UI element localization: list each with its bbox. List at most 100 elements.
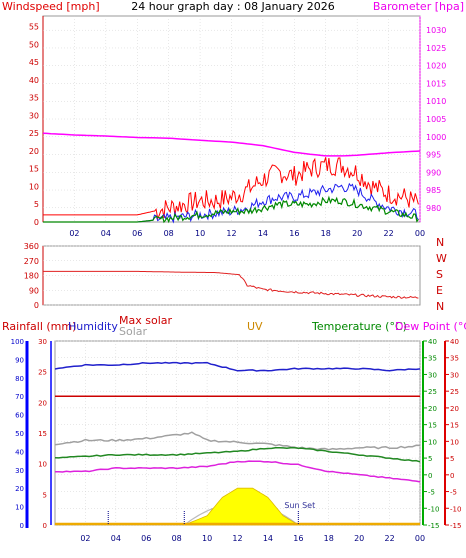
top-x-tick-label: 02 bbox=[69, 229, 79, 238]
wind-tick-label: 25 bbox=[29, 129, 39, 138]
baro-tick-label: 980 bbox=[426, 204, 441, 213]
humidity-tick-label: 100 bbox=[11, 338, 24, 346]
temperature-tick-label: 5 bbox=[428, 455, 432, 463]
dewpoint-tick-label: 0 bbox=[450, 472, 454, 480]
wind-tick-label: 10 bbox=[29, 182, 39, 191]
baro-tick-label: 1005 bbox=[426, 115, 446, 124]
bottom-x-tick-label: 08 bbox=[172, 534, 182, 543]
dewpoint-tick-label: 25 bbox=[450, 388, 459, 396]
wind-tick-label: 20 bbox=[29, 147, 39, 156]
humidity-line bbox=[54, 361, 421, 372]
rainfall-label: Rainfall (mm) bbox=[2, 320, 76, 333]
dewpoint-tick-label: 15 bbox=[450, 422, 459, 430]
temperature-tick-label: -15 bbox=[428, 522, 439, 530]
rain-tick-label: 15 bbox=[38, 430, 47, 438]
bottom-x-tick-label: 04 bbox=[111, 534, 121, 543]
direction-tick-label: 180 bbox=[24, 272, 39, 281]
baro-tick-label: 1025 bbox=[426, 44, 446, 53]
humidity-tick-label: 40 bbox=[15, 448, 24, 456]
temperature-tick-label: 15 bbox=[428, 422, 437, 430]
rain-tick-label: 10 bbox=[38, 461, 47, 469]
temperature-tick-label: -5 bbox=[428, 489, 435, 497]
direction-panel-frame bbox=[42, 245, 421, 306]
top-x-tick-label: 10 bbox=[195, 229, 205, 238]
temperature-tick-label: 30 bbox=[428, 371, 437, 379]
bottom-x-tick-label: 22 bbox=[384, 534, 394, 543]
temperature-tick-label: 40 bbox=[428, 338, 437, 346]
rain-tick-label: 30 bbox=[38, 338, 47, 346]
windspeed-line bbox=[43, 182, 419, 224]
dewpoint-tick-label: -10 bbox=[450, 505, 461, 513]
top-x-tick-label: 12 bbox=[226, 229, 236, 238]
humidity-tick-label: 0 bbox=[20, 522, 24, 530]
humidity-tick-label: 70 bbox=[15, 393, 24, 401]
direction-tick-label: 360 bbox=[24, 242, 39, 251]
dewpoint-tick-label: 20 bbox=[450, 405, 459, 413]
wind-tick-label: 30 bbox=[29, 111, 39, 120]
bottom-x-tick-label: 00 bbox=[415, 534, 425, 543]
dewpoint-tick-label: -15 bbox=[450, 522, 461, 530]
gust-line bbox=[43, 157, 419, 221]
temperature-line bbox=[54, 446, 421, 463]
baro-tick-label: 1015 bbox=[426, 79, 446, 88]
wind-tick-label: 35 bbox=[29, 94, 39, 103]
sunset-label: Sun Set bbox=[284, 501, 315, 510]
rain-tick-label: 20 bbox=[38, 399, 47, 407]
dewpoint-tick-label: 35 bbox=[450, 355, 459, 363]
top-x-tick-label: 00 bbox=[415, 229, 425, 238]
uv-label: UV bbox=[247, 320, 263, 333]
wind-tick-label: 55 bbox=[29, 23, 39, 32]
top-x-tick-label: 04 bbox=[101, 229, 111, 238]
wind-direction-line bbox=[43, 270, 419, 299]
chart-title: 24 hour graph day : 08 January 2026 bbox=[131, 0, 335, 13]
direction-tick-label: 0 bbox=[34, 301, 39, 310]
baro-tick-label: 1000 bbox=[426, 133, 446, 142]
maxsolar-label: Max solar bbox=[119, 314, 172, 327]
wind-tick-label: 45 bbox=[29, 58, 39, 67]
bottom-x-tick-label: 20 bbox=[354, 534, 364, 543]
top-x-tick-label: 16 bbox=[289, 229, 299, 238]
bottom-x-tick-label: 12 bbox=[232, 534, 242, 543]
dewpoint-tick-label: -5 bbox=[450, 489, 457, 497]
humidity-tick-label: 10 bbox=[15, 504, 24, 512]
temperature-tick-label: 0 bbox=[428, 472, 432, 480]
bottom-x-tick-label: 02 bbox=[80, 534, 90, 543]
rain-tick-label: 0 bbox=[43, 522, 47, 530]
bottom-x-tick-label: 06 bbox=[141, 534, 151, 543]
wind-tick-label: 0 bbox=[34, 218, 39, 227]
uv-area bbox=[184, 487, 300, 526]
wind-tick-label: 50 bbox=[29, 40, 39, 49]
dewpoint-tick-label: 5 bbox=[450, 455, 454, 463]
humidity-tick-label: 50 bbox=[15, 430, 24, 438]
humidity-tick-label: 30 bbox=[15, 467, 24, 475]
temperature-tick-label: 20 bbox=[428, 405, 437, 413]
dewpoint-label: Dew Point (°C) bbox=[395, 320, 466, 333]
rain-tick-label: 5 bbox=[43, 491, 47, 499]
dewpoint-tick-label: 30 bbox=[450, 371, 459, 379]
temperature-label: Temperature (°C) bbox=[311, 320, 407, 333]
baro-tick-label: 1010 bbox=[426, 97, 446, 106]
rain-tick-label: 25 bbox=[38, 369, 47, 377]
baro-tick-label: 1030 bbox=[426, 26, 446, 35]
humidity-tick-label: 60 bbox=[15, 412, 24, 420]
solar-line bbox=[54, 431, 421, 451]
humidity-tick-label: 90 bbox=[15, 356, 24, 364]
direction-tick-label: 90 bbox=[29, 286, 39, 295]
bottom-x-tick-label: 14 bbox=[263, 534, 273, 543]
baro-tick-label: 985 bbox=[426, 186, 441, 195]
temperature-tick-label: 25 bbox=[428, 388, 437, 396]
compass-label: E bbox=[436, 284, 443, 297]
temperature-tick-label: 10 bbox=[428, 438, 437, 446]
baro-tick-label: 990 bbox=[426, 168, 441, 177]
compass-label: N bbox=[436, 300, 444, 313]
humidity-tick-label: 20 bbox=[15, 485, 24, 493]
temperature-tick-label: 35 bbox=[428, 355, 437, 363]
wind-average-line bbox=[43, 195, 419, 224]
dewpoint-line bbox=[54, 460, 421, 483]
barometer-axis-label: Barometer [hpa] bbox=[373, 0, 464, 13]
dewpoint-tick-label: 40 bbox=[450, 338, 459, 346]
wind-tick-label: 15 bbox=[29, 165, 39, 174]
windspeed-axis-label: Windspeed [mph] bbox=[2, 0, 100, 13]
baro-tick-label: 995 bbox=[426, 151, 441, 160]
